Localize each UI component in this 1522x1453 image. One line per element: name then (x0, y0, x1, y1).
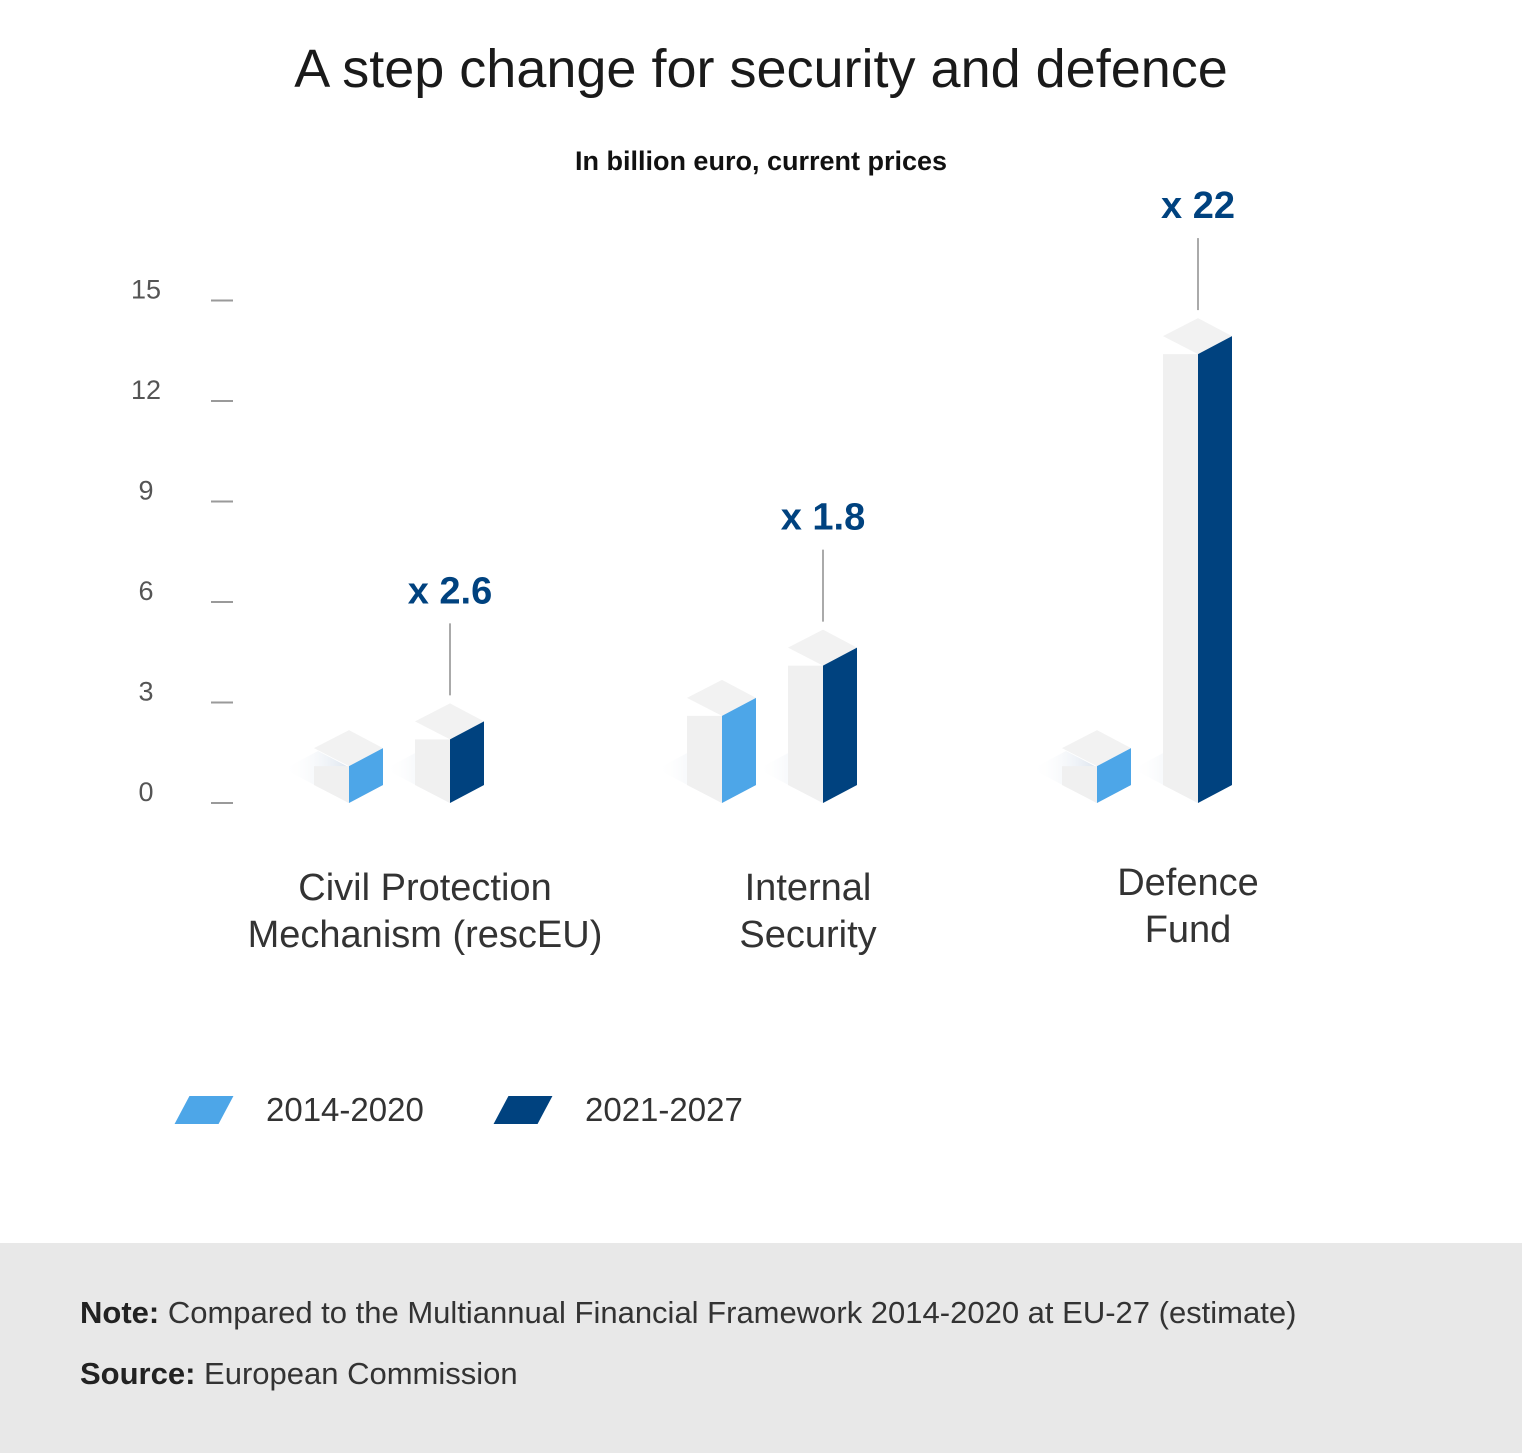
legend-item-2014-2020: 2014-2020 (174, 1090, 424, 1130)
bar-top-face (415, 703, 484, 740)
footer-source: Source: European Commission (80, 1356, 518, 1392)
y-tick-label: 6 (138, 576, 153, 606)
note-text: Compared to the Multiannual Financial Fr… (159, 1295, 1297, 1330)
chart-title: A step change for security and defence (294, 39, 1228, 99)
y-tick-label: 3 (138, 677, 153, 707)
legend-label: 2021-2027 (585, 1091, 743, 1128)
legend-item-2021-2027: 2021-2027 (493, 1090, 743, 1130)
bar-left-face (415, 739, 450, 803)
bar-top-face (1062, 730, 1131, 767)
note-label: Note: (80, 1295, 160, 1330)
bar-chart: 0 3 6 9 12 15 x 2.6 Civil Protection Mechanism … (131, 185, 1259, 956)
bar-2-1 (1133, 318, 1232, 803)
bar-1-1 (758, 629, 857, 803)
bar-top-face (314, 730, 383, 767)
bar-left-face (687, 715, 722, 803)
legend-swatch-light (174, 1096, 234, 1124)
category-label: Defence Fund (1117, 862, 1259, 951)
legend-label: 2014-2020 (266, 1091, 424, 1128)
bar-left-face (1062, 766, 1097, 803)
growth-annotation: x 2.6 (408, 570, 493, 612)
y-tick-label: 15 (131, 275, 161, 305)
y-tick-label: 12 (131, 375, 161, 405)
bar-left-face (314, 766, 349, 803)
bar-left-face (1163, 354, 1198, 803)
bar-0-0 (284, 730, 383, 803)
legend-swatch-dark (493, 1096, 553, 1124)
footer-note: Note: Compared to the Multiannual Financ… (80, 1295, 1296, 1331)
category-label: Civil Protection Mechanism (rescEU) (248, 867, 603, 956)
bar-top-face (788, 629, 857, 666)
bar-0-1 (385, 703, 484, 803)
y-tick-label: 0 (138, 777, 153, 807)
growth-annotation: x 1.8 (781, 497, 866, 539)
source-label: Source: (80, 1356, 196, 1391)
chart-subtitle: In billion euro, current prices (574, 146, 948, 176)
footer: Note: Compared to the Multiannual Financ… (0, 1243, 1522, 1453)
bar-front-face (823, 647, 857, 803)
bar-front-face (349, 748, 383, 803)
y-tick-label: 9 (138, 476, 153, 506)
bar-1-0 (657, 679, 756, 803)
bar-front-face (722, 697, 756, 803)
growth-annotation: x 22 (1161, 185, 1235, 227)
bar-left-face (788, 665, 823, 803)
category-label: Internal Security (739, 867, 876, 956)
source-text: European Commission (195, 1356, 518, 1391)
bar-front-face (1198, 336, 1232, 803)
bar-top-face (687, 679, 756, 716)
bar-front-face (1097, 748, 1131, 803)
bar-top-face (1163, 318, 1232, 355)
bar-2-0 (1032, 730, 1131, 803)
bar-front-face (450, 721, 484, 803)
